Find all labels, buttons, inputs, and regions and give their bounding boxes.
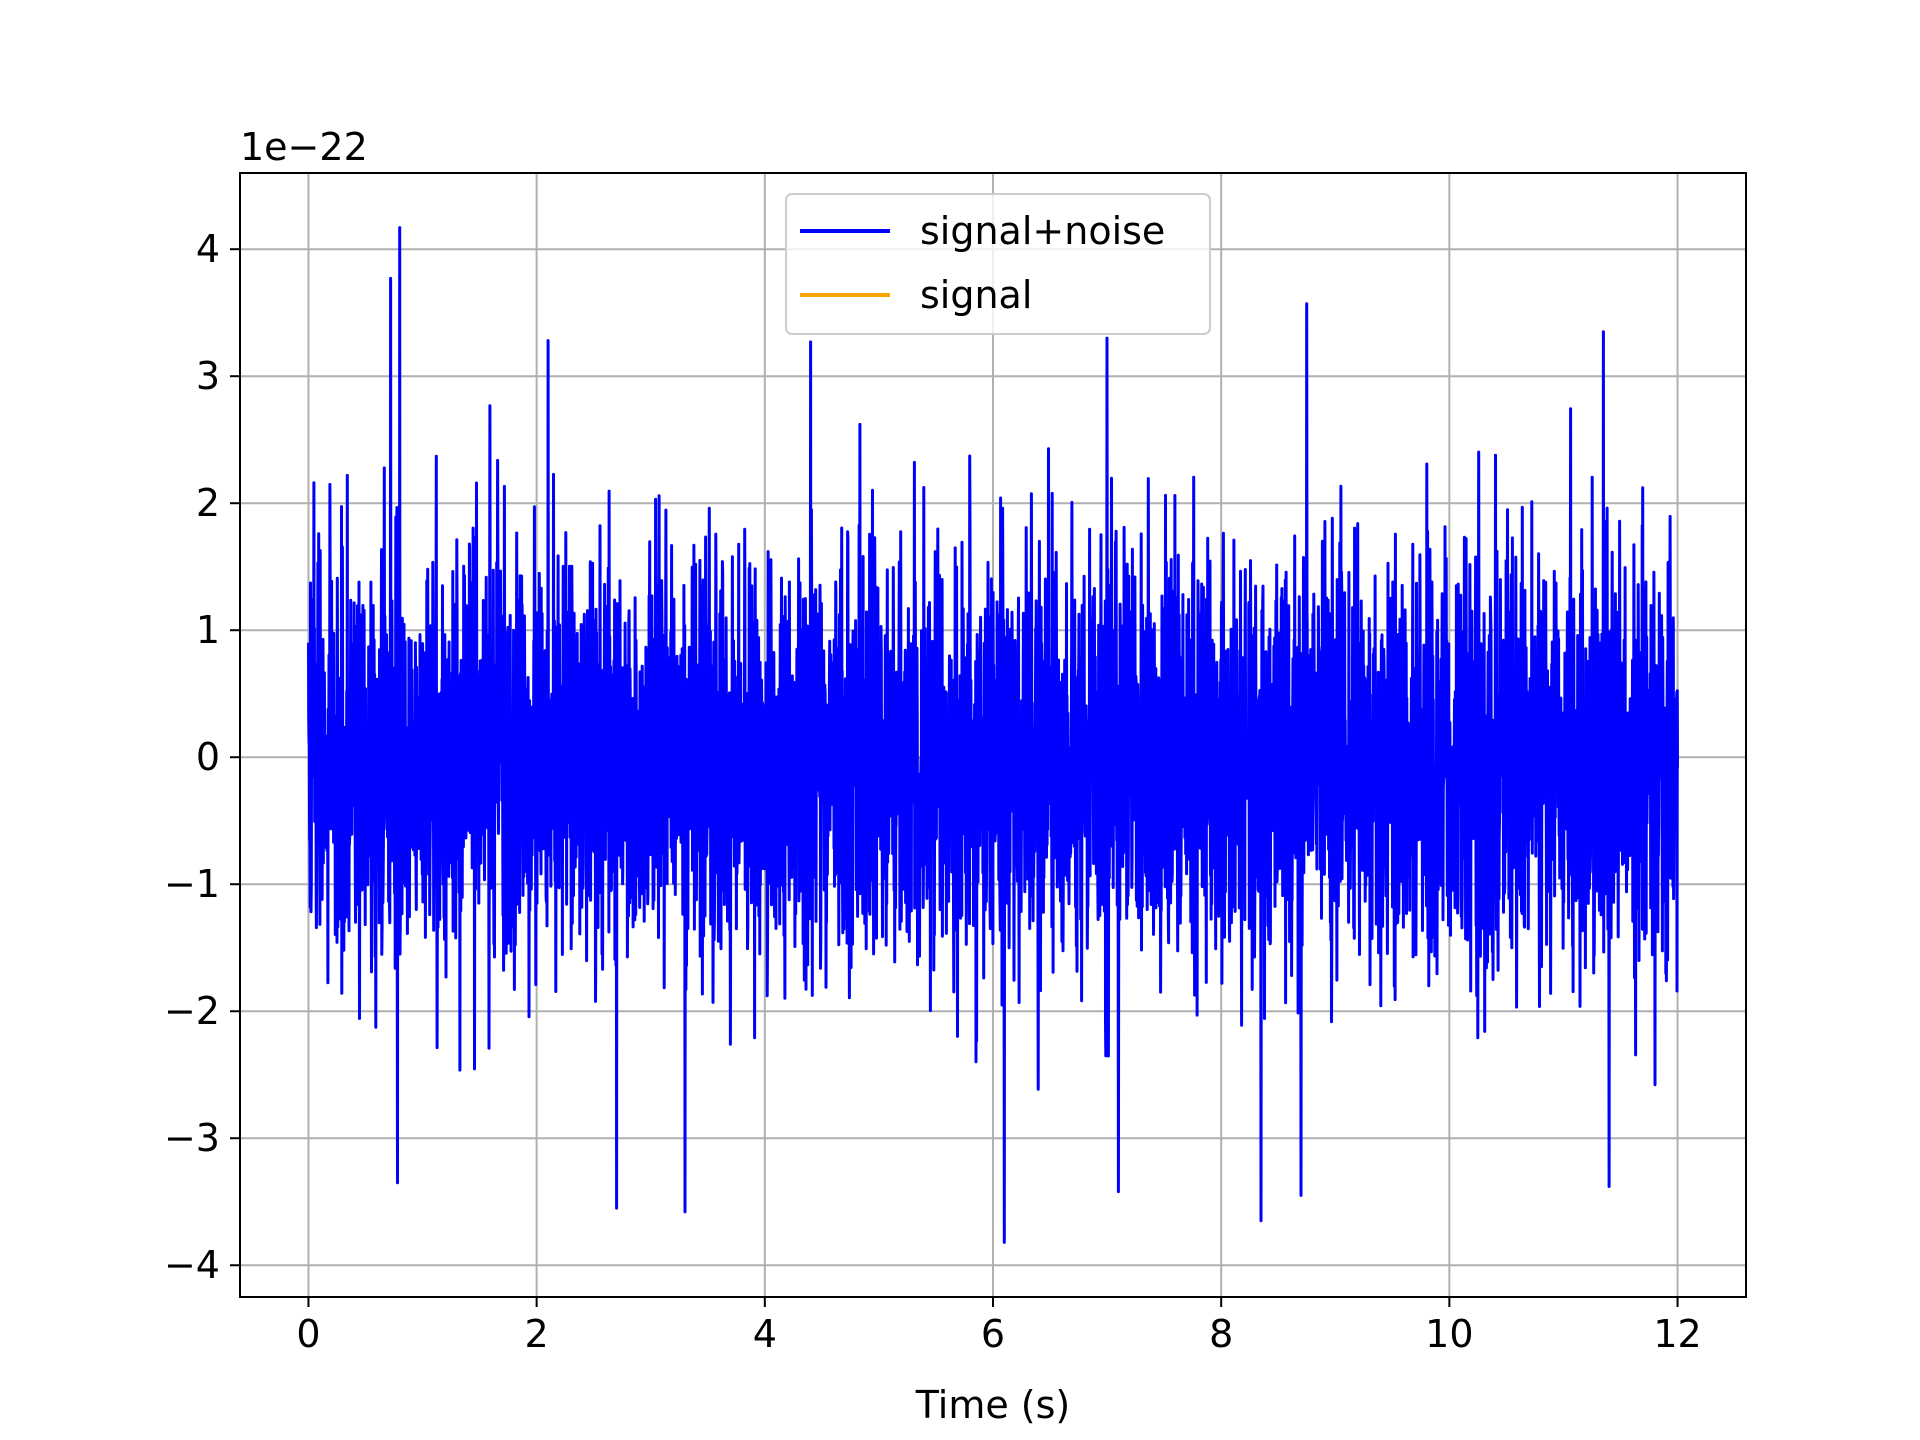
y-tick-label: −1 — [164, 862, 220, 906]
series-line-signal-noise — [307, 226, 1679, 1244]
x-tick-label: 10 — [1425, 1312, 1473, 1356]
x-tick-label: 4 — [753, 1312, 777, 1356]
legend-box — [785, 193, 1211, 335]
y-tick-label: 0 — [196, 735, 220, 779]
y-tick-label: −3 — [164, 1116, 220, 1160]
y-axis: −4 −3 −2 −1 0 1 2 3 4 — [164, 227, 240, 1287]
y-tick-label: −2 — [164, 989, 220, 1033]
x-tick-label: 8 — [1209, 1312, 1233, 1356]
x-tick-label: 12 — [1653, 1312, 1701, 1356]
x-axis-label: Time (s) — [915, 1383, 1071, 1427]
x-tick-label: 2 — [525, 1312, 549, 1356]
y-tick-label: 2 — [196, 481, 220, 525]
legend: signal+noise signal — [785, 193, 1211, 335]
legend-label: signal+noise — [920, 209, 1165, 253]
legend-label: signal — [920, 273, 1032, 317]
x-tick-label: 6 — [981, 1312, 1005, 1356]
y-tick-label: 1 — [196, 608, 220, 652]
x-tick-label: 0 — [296, 1312, 320, 1356]
x-axis: 0 2 4 6 8 10 12 — [296, 1297, 1702, 1356]
y-tick-label: 4 — [196, 227, 220, 271]
y-scale-factor-label: 1e−22 — [240, 125, 368, 169]
y-tick-label: −4 — [164, 1243, 220, 1287]
y-tick-label: 3 — [196, 354, 220, 398]
series-layer — [307, 226, 1679, 1244]
